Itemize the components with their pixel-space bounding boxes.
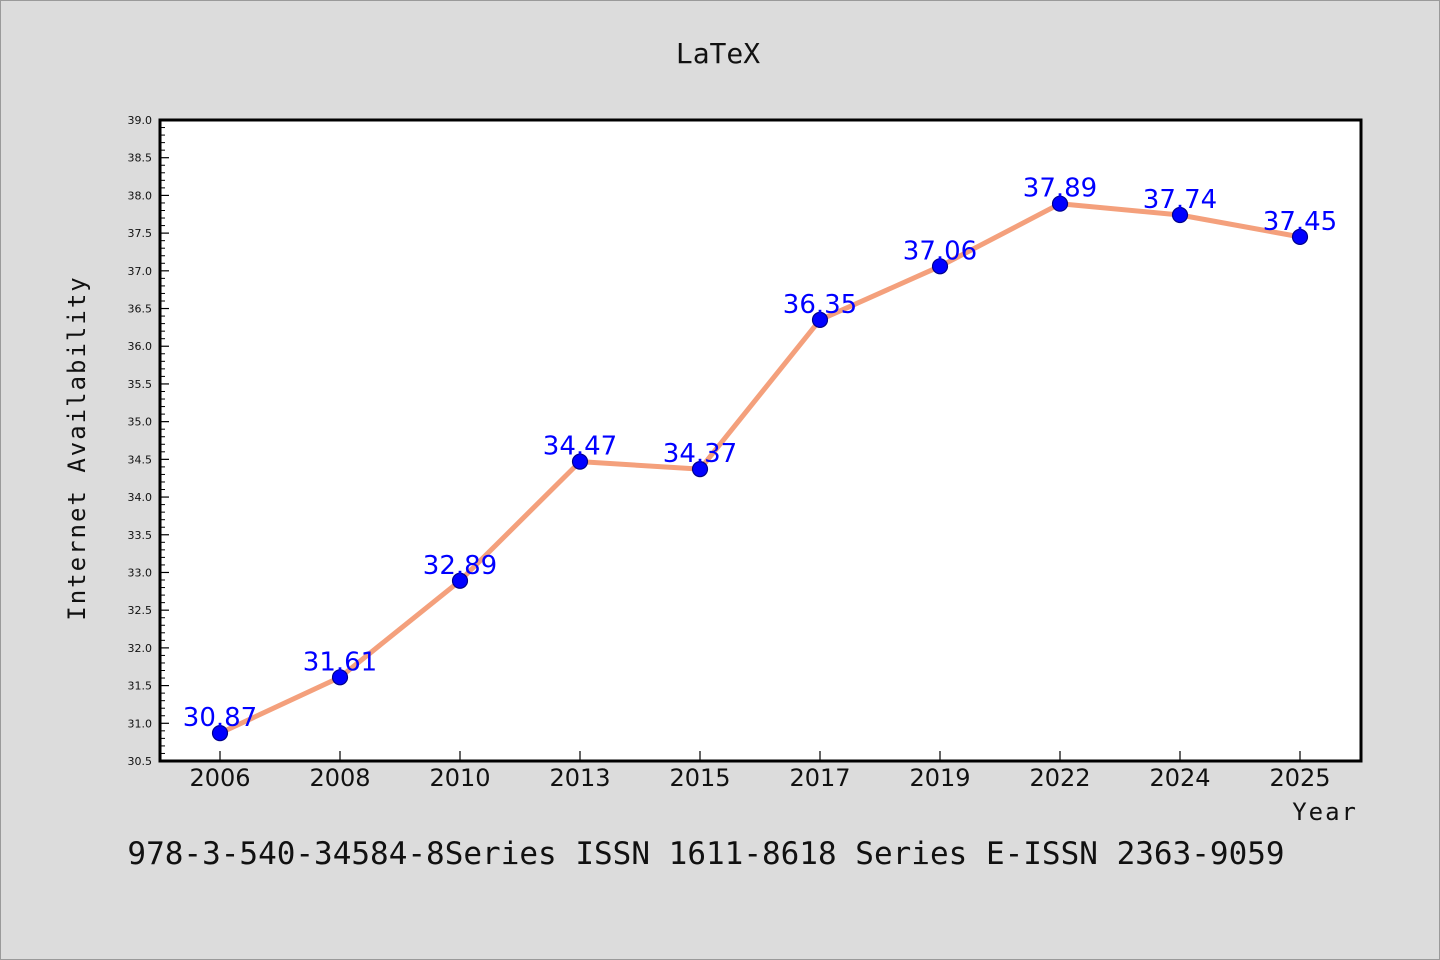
- y-tick-label: 37.0: [128, 265, 153, 278]
- x-tick-label: 2013: [549, 764, 610, 792]
- x-axis-label: Year: [1292, 798, 1358, 826]
- data-point: [211, 724, 229, 742]
- y-tick-label: 38.0: [128, 189, 153, 202]
- y-tick-label: 31.5: [128, 680, 153, 693]
- x-tick-label: 2008: [309, 764, 370, 792]
- y-tick-label: 32.0: [128, 642, 153, 655]
- y-tick-label: 37.5: [128, 227, 153, 240]
- y-tick-label: 32.5: [128, 604, 153, 617]
- x-tick-label: 2015: [669, 764, 730, 792]
- y-tick-label: 31.0: [128, 717, 153, 730]
- data-point: [1291, 228, 1309, 245]
- x-tick-label: 2024: [1149, 764, 1210, 792]
- data-label: 31.61: [303, 647, 377, 677]
- y-tick-label: 34.0: [128, 491, 153, 504]
- data-point: [571, 453, 589, 470]
- x-tick-label: 2019: [909, 764, 970, 792]
- y-tick-label: 35.0: [128, 416, 153, 429]
- data-label: 37.89: [1023, 174, 1097, 204]
- y-tick-label: 39.0: [128, 114, 153, 127]
- data-label: 37.74: [1143, 185, 1217, 215]
- data-label: 37.45: [1263, 207, 1337, 237]
- data-point: [1051, 195, 1069, 212]
- data-label: 34.37: [663, 439, 737, 469]
- data-label: 34.47: [543, 432, 617, 462]
- y-tick-label: 34.5: [128, 453, 153, 466]
- data-label: 36.35: [783, 290, 857, 320]
- data-point: [691, 461, 709, 478]
- y-tick-label: 30.5: [128, 755, 153, 768]
- x-tick-label: 2006: [189, 764, 250, 792]
- data-point: [931, 258, 949, 275]
- x-tick-label: 2025: [1269, 764, 1330, 792]
- y-axis: 30.5 31.0 31.5 32.0 32.5 33.0 33.5 34.0 34.5 35.0…: [128, 114, 169, 768]
- plot-area: [158, 118, 1363, 763]
- data-label: 30.87: [183, 703, 257, 733]
- data-point: [811, 311, 829, 328]
- y-tick-label: 38.5: [128, 152, 153, 165]
- footer-text: 978-3-540-34584-8Series ISSN 1611-8618 S…: [127, 836, 1284, 872]
- data-label: 32.89: [423, 551, 497, 581]
- x-axis: 2006 2008 2010 2013 2015 2017 2019 2022 2024 2025: [189, 751, 1331, 792]
- y-axis-label: Internet Availability: [63, 275, 91, 620]
- series-layer: 30.87 31.61 32.89 34.47 34.37 36.35 37.06 37.89…: [183, 174, 1337, 742]
- y-tick-label: 33.5: [128, 529, 153, 542]
- data-point: [1171, 206, 1189, 224]
- x-tick-label: 2010: [429, 764, 490, 792]
- series-line: [217, 201, 1303, 736]
- y-tick-label: 36.5: [128, 303, 153, 316]
- data-point: [331, 669, 349, 686]
- x-tick-label: 2022: [1029, 764, 1090, 792]
- y-tick-label: 35.5: [128, 378, 153, 391]
- y-tick-label: 33.0: [128, 566, 153, 579]
- data-label: 37.06: [903, 236, 977, 266]
- x-tick-label: 2017: [789, 764, 850, 792]
- data-point: [451, 572, 469, 589]
- y-tick-label: 36.0: [128, 340, 153, 353]
- chart-title: LaTeX: [676, 37, 760, 70]
